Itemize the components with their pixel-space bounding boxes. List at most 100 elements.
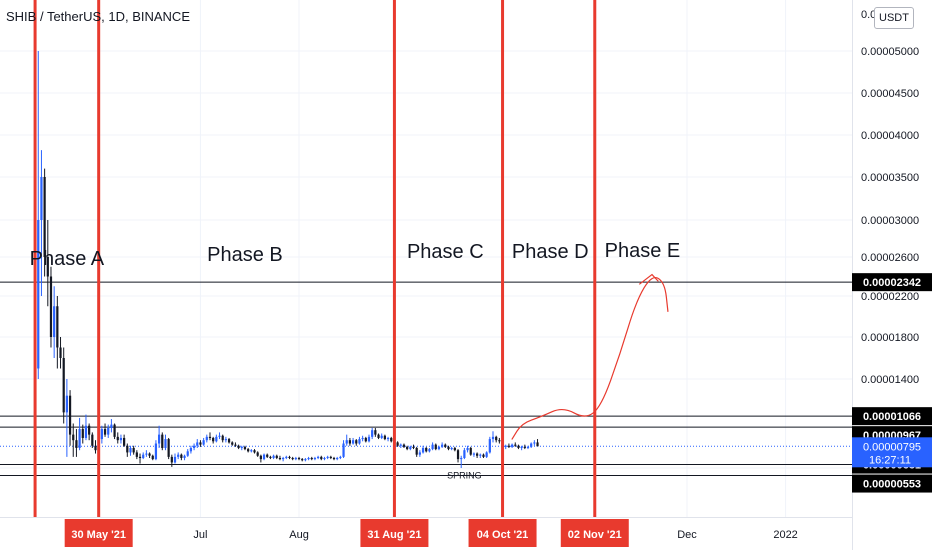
candle-body xyxy=(437,446,441,450)
vertical-marker-date-bg xyxy=(360,519,429,547)
candle-body xyxy=(399,444,402,446)
candle-body xyxy=(488,439,491,453)
last-price-label-bg xyxy=(852,437,932,468)
candle-body xyxy=(291,457,294,460)
candle-body xyxy=(294,457,297,460)
candle-body xyxy=(520,446,523,448)
candle-body xyxy=(170,456,173,463)
candle-body xyxy=(402,444,406,447)
candle-body xyxy=(100,429,103,440)
price-tick-label: 0.00002200 xyxy=(861,291,919,303)
candle-body xyxy=(441,444,444,447)
candle-body xyxy=(386,437,390,440)
time-axis[interactable]: 30 May '21 31 Aug '21 04 Oct '21 02 Nov '21… xyxy=(0,517,852,548)
candle-body xyxy=(472,453,476,455)
candle-body xyxy=(453,447,456,451)
candle-body xyxy=(269,456,272,458)
vertical-marker-date-bg xyxy=(560,519,629,547)
price-tick-label: 0.00003500 xyxy=(861,172,919,184)
time-tick-label: Aug xyxy=(289,529,309,541)
candlestick-series xyxy=(33,51,539,468)
price-tick-label: 0.00001400 xyxy=(861,374,919,386)
candle-body xyxy=(367,436,371,442)
candle-body xyxy=(479,454,482,456)
candle-body xyxy=(282,457,285,460)
candle-body xyxy=(434,444,437,450)
candle-body xyxy=(447,446,450,450)
candle-body xyxy=(138,456,142,458)
candle-body xyxy=(469,447,472,455)
candle-body xyxy=(177,454,180,457)
vertical-markers xyxy=(33,0,597,517)
candle-body xyxy=(339,456,342,458)
candle-body xyxy=(313,457,317,460)
candle-body xyxy=(259,455,262,460)
candle-body xyxy=(361,437,364,440)
time-tick-label: Jul xyxy=(193,529,207,541)
level-price-label-bg xyxy=(852,273,932,292)
candle-body xyxy=(316,456,320,458)
candle-body xyxy=(189,447,193,452)
currency-unit-badge[interactable]: USDT xyxy=(874,7,914,29)
candle-body xyxy=(517,445,520,448)
candle-body xyxy=(533,442,536,444)
candle-body xyxy=(40,177,43,220)
candle-body xyxy=(409,446,412,450)
price-axis[interactable]: 0.000006000.000014000.000018000.00002200… xyxy=(852,0,932,550)
candle-body xyxy=(173,456,177,463)
candle-body xyxy=(504,445,507,447)
candle-body xyxy=(243,446,247,450)
candle-body xyxy=(234,444,237,446)
candle-body xyxy=(199,442,202,445)
candle-body xyxy=(428,449,431,452)
annotation-label: SPRING xyxy=(447,470,482,480)
symbol-title[interactable]: SHIB / TetherUS, 1D, BINANCE xyxy=(6,9,190,24)
candle-body xyxy=(536,442,539,447)
vertical-marker-date-label: 30 May '21 xyxy=(71,529,126,541)
candle-body xyxy=(380,435,383,438)
candle-body xyxy=(485,452,488,457)
candle-body xyxy=(275,455,278,458)
candle-body xyxy=(148,453,151,456)
projection-curve xyxy=(511,276,669,440)
candle-body xyxy=(250,450,253,452)
candle-body xyxy=(56,306,59,348)
candle-body xyxy=(463,450,466,458)
candle-body xyxy=(498,440,501,442)
candle-body xyxy=(495,436,498,441)
price-tick-label: 0.00004500 xyxy=(861,88,919,100)
last-price-countdown: 16:27:11 xyxy=(869,454,911,466)
candle-body xyxy=(530,443,533,447)
candle-body xyxy=(231,442,234,445)
candle-body xyxy=(310,457,313,460)
candle-body xyxy=(183,455,186,458)
candle-body xyxy=(342,443,345,457)
candle-body xyxy=(301,459,304,461)
candle-body xyxy=(262,454,266,460)
candle-body xyxy=(75,440,78,448)
candle-body xyxy=(514,444,517,446)
last-price-label: 0.00000795 xyxy=(863,441,921,453)
candle-body xyxy=(43,177,46,257)
candle-body xyxy=(84,425,88,438)
candle-body xyxy=(421,447,425,453)
candle-body xyxy=(46,257,49,277)
price-tick-label: 0.00003000 xyxy=(861,215,919,227)
candle-body xyxy=(196,442,199,446)
price-tick-label: 0.00004000 xyxy=(861,130,919,142)
phase-label: Phase B xyxy=(207,244,283,266)
candle-body xyxy=(81,429,84,438)
candle-body xyxy=(224,439,227,441)
candle-body xyxy=(351,440,355,444)
vertical-marker-date-label: 31 Aug '21 xyxy=(367,529,421,541)
vertical-marker-date-bg xyxy=(64,519,133,547)
candle-body xyxy=(326,456,329,458)
candle-body xyxy=(456,450,460,460)
candle-body xyxy=(59,347,62,358)
phase-label: Phase E xyxy=(605,240,681,262)
candle-body xyxy=(192,445,196,448)
candle-body xyxy=(129,447,132,453)
candle-body xyxy=(323,457,326,460)
